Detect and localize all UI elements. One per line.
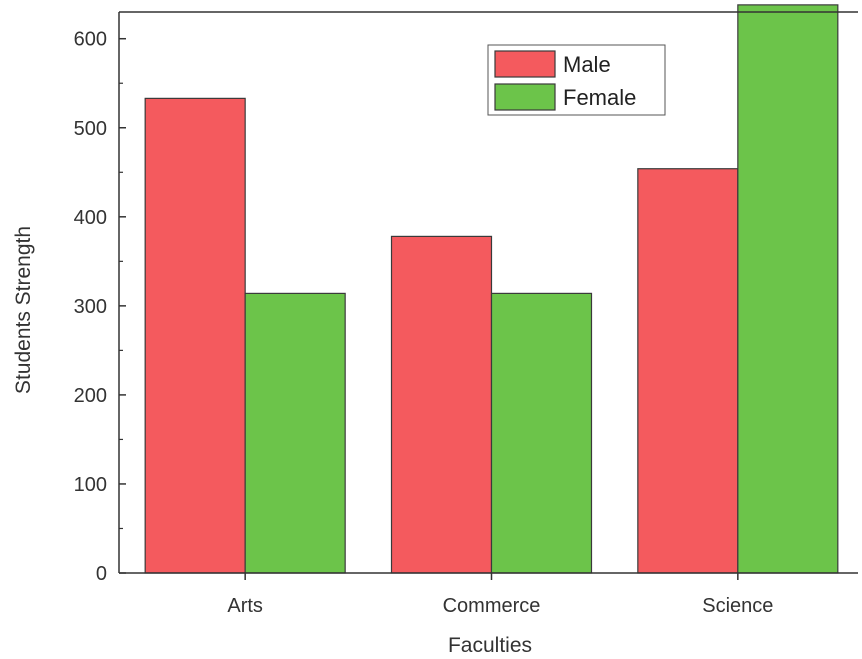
y-tick-label: 600 — [74, 29, 107, 51]
bar-male-science — [637, 168, 739, 574]
axes — [118, 11, 858, 574]
y-tick-label: 300 — [74, 296, 107, 318]
bar-male-arts — [144, 97, 246, 574]
y-axis-title: Students Strength — [12, 226, 35, 394]
bars — [144, 4, 839, 574]
y-tick-label: 500 — [74, 118, 107, 140]
legend: Male Female — [487, 44, 666, 116]
bar-female-science — [737, 4, 839, 574]
legend-swatch-female — [494, 83, 556, 111]
x-tick-label: Commerce — [443, 595, 541, 617]
x-tick-label: Arts — [227, 595, 263, 617]
x-axis-title: Faculties — [448, 634, 532, 657]
y-ticks: 0 100 200 300 400 500 600 — [74, 29, 126, 585]
legend-label-male: Male — [563, 52, 611, 77]
y-tick-label: 0 — [96, 563, 107, 585]
legend-swatch-male — [494, 50, 556, 78]
bar-male-commerce — [390, 235, 493, 574]
y-tick-label: 200 — [74, 385, 107, 407]
y-tick-label: 400 — [74, 207, 107, 229]
x-ticks: Arts Commerce Science — [227, 573, 773, 617]
x-tick-label: Science — [702, 595, 773, 617]
y-tick-label: 100 — [74, 474, 107, 496]
legend-label-female: Female — [563, 85, 636, 110]
bar-female-arts — [244, 292, 346, 574]
bar-female-commerce — [490, 292, 593, 574]
